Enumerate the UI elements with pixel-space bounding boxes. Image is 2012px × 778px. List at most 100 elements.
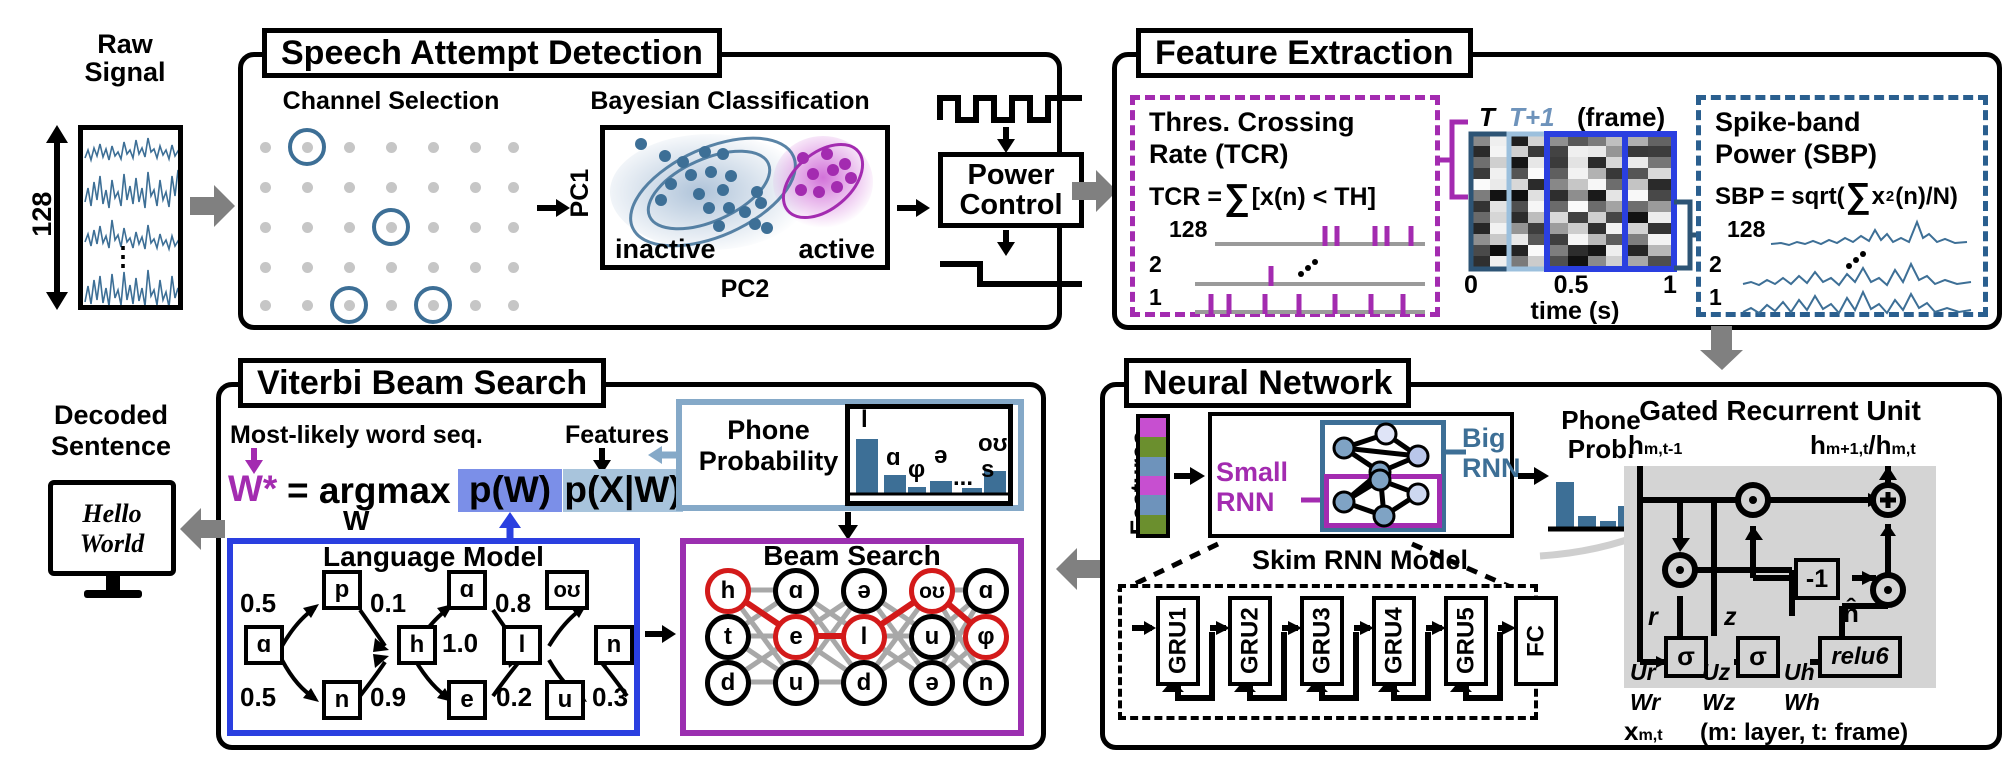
beam-node-schwa2[interactable]: ə xyxy=(909,660,955,706)
lm-weight-01: 0.1 xyxy=(370,588,407,618)
time-axis-label: time (s) xyxy=(1530,297,1620,325)
lm-weight-09: 0.9 xyxy=(370,682,407,712)
gru-block-4[interactable]: GRU4 xyxy=(1372,596,1416,686)
lm-node-a2[interactable]: ɑ xyxy=(447,570,487,610)
arrow-skim-to-phoneprob xyxy=(1518,467,1549,485)
big-rnn-label-line1: Big xyxy=(1462,423,1506,453)
arrow-phoneprob-to-pxw xyxy=(648,446,680,464)
beam-node-ou[interactable]: oʊ xyxy=(909,568,955,614)
tcr-bracket xyxy=(1438,119,1468,200)
panel-title-text: Neural Network xyxy=(1143,364,1393,402)
grid-dot xyxy=(470,300,481,311)
channel-count-label: 128 xyxy=(26,191,57,237)
decoded-label-line1: Decoded xyxy=(53,400,169,430)
gray-arrow-viterbi-to-decoded xyxy=(180,508,225,550)
lm-node-p[interactable]: p xyxy=(322,570,362,610)
gru-block-5[interactable]: GRU5 xyxy=(1444,596,1488,686)
phone-bar-label-s: s xyxy=(981,456,995,483)
lm-node-e[interactable]: e xyxy=(447,680,487,720)
grid-dot xyxy=(470,142,481,153)
lm-node-u[interactable]: u xyxy=(545,680,585,720)
equation-under-w: W xyxy=(343,505,370,536)
lm-node-n2[interactable]: n xyxy=(594,625,634,665)
gru-gate-hhat-label: ĥ xyxy=(1843,598,1859,628)
sum-symbol-icon: ∑ xyxy=(1845,176,1871,215)
grid-dot xyxy=(344,222,355,233)
fc-block[interactable]: FC xyxy=(1514,596,1558,686)
beam-node-l[interactable]: l xyxy=(841,614,887,660)
channel-selection-grid xyxy=(250,128,530,324)
gru-hout2-subscript: m,t xyxy=(1891,440,1916,458)
label-most-likely-word-seq: Most-likely word seq. xyxy=(230,421,483,449)
gru-block-1[interactable]: GRU1 xyxy=(1156,596,1200,686)
panel-title-speech-attempt-detection: Speech Attempt Detection xyxy=(262,28,722,78)
panel-title-text: Speech Attempt Detection xyxy=(281,34,703,72)
gru-weight-Wz: Wz xyxy=(1702,689,1736,715)
gru-sigma-z-box: σ xyxy=(1736,636,1780,678)
arrow-phoneprob-to-beamsearch xyxy=(838,512,858,540)
tcr-heading-line2: Rate (TCR) xyxy=(1149,139,1289,169)
beam-node-n[interactable]: n xyxy=(963,660,1009,706)
grid-dot xyxy=(302,300,313,311)
arrow-bayesian-to-power xyxy=(897,199,930,217)
lm-node-ou[interactable]: oʊ xyxy=(545,570,589,610)
tcr-raster-plot xyxy=(1195,226,1425,314)
grid-dot xyxy=(302,182,313,193)
feature-cell xyxy=(1140,475,1166,496)
skim-rnn-model-label: Skim RNN Model xyxy=(1251,545,1469,575)
power-control-box[interactable]: Power Control xyxy=(938,152,1084,228)
gru-weight-Uh: Uh xyxy=(1784,659,1815,685)
lm-node-n1[interactable]: n xyxy=(322,680,362,720)
gru-chain-arrows xyxy=(1132,621,1516,701)
grid-dot xyxy=(344,262,355,273)
phone-prob-title-line2: Probability xyxy=(698,446,839,477)
beam-node-e[interactable]: e xyxy=(773,614,819,660)
cluster-label-inactive: inactive xyxy=(615,233,716,264)
beam-node-a1[interactable]: ɑ xyxy=(773,568,819,614)
equation-argmax: = argmax xyxy=(287,470,451,511)
gru-minus-one-box: -1 xyxy=(1794,558,1840,600)
grid-dot xyxy=(302,262,313,273)
gru-h-subscript: m,t-1 xyxy=(1643,440,1683,458)
gru-detail-title: Gated Recurrent Unit xyxy=(1639,395,1921,426)
selected-channel-ring[interactable] xyxy=(414,286,452,324)
beam-node-d2[interactable]: d xyxy=(841,660,887,706)
small-rnn-label: Small RNN xyxy=(1216,457,1289,517)
gru-block-2[interactable]: GRU2 xyxy=(1228,596,1272,686)
selected-channel-ring[interactable] xyxy=(330,286,368,324)
lm-weight-02: 0.2 xyxy=(496,682,533,712)
gru-caption: (m: layer, t: frame) xyxy=(1700,719,1909,746)
beam-node-u1[interactable]: u xyxy=(773,660,819,706)
selected-channel-ring[interactable] xyxy=(372,208,410,246)
gru-hout-subscript: m+1,t xyxy=(1825,440,1869,458)
beam-node-phi[interactable]: φ xyxy=(963,614,1009,660)
bayesian-x-axis-label: PC2 xyxy=(720,275,770,303)
beam-node-u2[interactable]: u xyxy=(909,614,955,660)
lm-node-l[interactable]: l xyxy=(502,625,542,665)
beam-node-h[interactable]: h xyxy=(705,568,751,614)
gru-input-state-label: hm,t-1 xyxy=(1628,431,1683,459)
gru-weight-Wr: Wr xyxy=(1630,689,1661,715)
gru-gate-r-label: r xyxy=(1648,603,1658,631)
grid-dot xyxy=(344,182,355,193)
gru-x-subscript: m,t xyxy=(1638,726,1663,744)
power-control-label-line1: Power xyxy=(967,158,1055,191)
lm-node-a1[interactable]: ɑ xyxy=(244,625,284,665)
small-rnn-label-line1: Small xyxy=(1216,457,1289,487)
lm-weight-05a: 0.5 xyxy=(240,588,277,618)
gru-block-3[interactable]: GRU3 xyxy=(1300,596,1344,686)
sbp-traces xyxy=(1742,219,1972,315)
sbp-formula-var: x xyxy=(1871,182,1885,210)
selected-channel-ring[interactable] xyxy=(288,128,326,166)
arrow-lm-to-beamsearch xyxy=(645,625,676,643)
lm-node-h[interactable]: h xyxy=(397,625,437,665)
beam-node-a2[interactable]: ɑ xyxy=(963,568,1009,614)
power-control-label-line2: Control xyxy=(959,189,1063,221)
frame-label-frame: (frame) xyxy=(1577,102,1666,132)
beam-node-t[interactable]: t xyxy=(705,614,751,660)
beam-node-schwa1[interactable]: ə xyxy=(841,568,887,614)
beam-node-d[interactable]: d xyxy=(705,660,751,706)
equation-wstar: W* xyxy=(228,468,278,509)
time-axis-tick-1: 1 xyxy=(1663,271,1677,299)
